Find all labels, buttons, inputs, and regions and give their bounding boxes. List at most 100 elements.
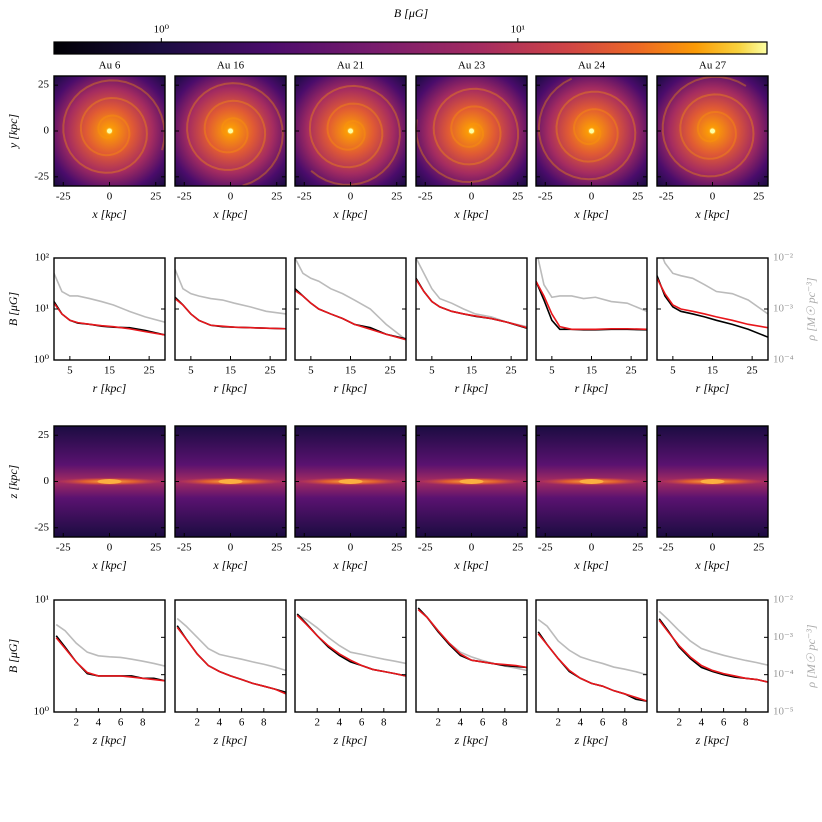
- profile-line: [658, 619, 768, 683]
- x-axis-label: x [kpc]: [694, 558, 730, 572]
- x-tick-label: 15: [586, 365, 598, 377]
- disc-core: [338, 479, 363, 484]
- x-axis-label: r [kpc]: [334, 381, 368, 395]
- x-tick-label: -25: [177, 542, 192, 554]
- galaxy-core: [228, 128, 233, 134]
- colorbar-label: B [μG]: [394, 6, 429, 20]
- colorbar-tick-label: 10¹: [511, 24, 525, 36]
- x-tick-label: 25: [265, 365, 277, 377]
- spiral-arm: [537, 77, 637, 181]
- profile-line: [536, 280, 647, 331]
- profile-line: [662, 258, 768, 315]
- profile-line: [176, 617, 286, 672]
- disc-core: [218, 479, 243, 484]
- y-axis-label: B [μG]: [6, 291, 20, 326]
- profile-line: [537, 633, 647, 702]
- x-tick-label: 0: [228, 191, 234, 203]
- x-tick-label: 2: [555, 717, 561, 729]
- profile-line: [54, 273, 165, 324]
- x-tick-label: -25: [538, 542, 553, 554]
- x-tick-label: 6: [721, 717, 727, 729]
- x-axis-label: x [kpc]: [212, 558, 248, 572]
- x-tick-label: 4: [337, 717, 343, 729]
- x-tick-label: 4: [458, 717, 464, 729]
- spiral-arm: [308, 84, 401, 186]
- x-tick-label: -25: [659, 542, 674, 554]
- x-tick-label: 25: [144, 365, 156, 377]
- profile-line: [657, 277, 768, 329]
- panel-title: Au 23: [458, 60, 486, 72]
- y-tick-label: 10⁰: [34, 354, 50, 366]
- colorbar: [53, 41, 768, 55]
- y2-axis-label: ρ [M☉ pc⁻³]: [804, 624, 818, 688]
- x-tick-label: -25: [56, 542, 71, 554]
- x-tick-label: 6: [118, 717, 124, 729]
- x-tick-label: 8: [622, 717, 628, 729]
- x-tick-label: 0: [228, 542, 234, 554]
- disc-core: [459, 479, 484, 484]
- x-tick-label: -25: [538, 191, 553, 203]
- x-tick-label: 25: [150, 191, 162, 203]
- x-tick-label: 0: [710, 542, 716, 554]
- x-tick-label: 5: [188, 365, 194, 377]
- profile-line: [537, 258, 647, 313]
- x-tick-label: 5: [549, 365, 555, 377]
- profile-line: [176, 626, 286, 695]
- profile-line: [658, 618, 768, 683]
- panel-frame: [535, 599, 648, 713]
- x-axis-label: r [kpc]: [93, 381, 127, 395]
- x-tick-label: 0: [469, 542, 475, 554]
- x-tick-label: 15: [466, 365, 478, 377]
- x-axis-label: x [kpc]: [332, 558, 368, 572]
- x-tick-label: 2: [435, 717, 441, 729]
- x-tick-label: 6: [480, 717, 486, 729]
- x-tick-label: 15: [707, 365, 719, 377]
- x-tick-label: 25: [271, 191, 283, 203]
- x-tick-label: 2: [676, 717, 682, 729]
- panel-frame: [415, 599, 528, 713]
- profile-line: [417, 607, 527, 669]
- galaxy-core: [589, 128, 594, 134]
- galaxy-core: [107, 128, 112, 134]
- profile-line: [175, 297, 286, 330]
- x-tick-label: 4: [217, 717, 223, 729]
- x-tick-label: 6: [359, 717, 365, 729]
- x-tick-label: 0: [348, 542, 354, 554]
- x-tick-label: 0: [107, 542, 113, 554]
- y-tick-label: 10⁰: [34, 706, 50, 718]
- profile-line: [295, 289, 406, 341]
- x-axis-label: r [kpc]: [696, 381, 730, 395]
- x-tick-label: -25: [297, 542, 312, 554]
- x-tick-label: 0: [469, 191, 475, 203]
- x-tick-label: 0: [589, 191, 595, 203]
- y-tick-label: 0: [44, 475, 50, 487]
- y-tick-label: 10¹: [35, 303, 49, 315]
- profile-line: [536, 280, 647, 331]
- x-tick-label: -25: [659, 191, 674, 203]
- x-axis-label: x [kpc]: [573, 558, 609, 572]
- spiral-arm: [414, 87, 519, 184]
- x-axis-label: r [kpc]: [575, 381, 609, 395]
- x-tick-label: 15: [345, 365, 357, 377]
- x-tick-label: 25: [753, 191, 765, 203]
- x-axis-label: x [kpc]: [453, 558, 489, 572]
- profile-line: [296, 613, 406, 677]
- disc-core: [579, 479, 604, 484]
- panel-title: Au 27: [699, 60, 727, 72]
- x-tick-label: -25: [418, 191, 433, 203]
- x-tick-label: 5: [670, 365, 676, 377]
- y-axis-label: B [μG]: [6, 638, 20, 673]
- profile-line: [295, 288, 406, 340]
- profile-line: [55, 637, 165, 682]
- profile-line: [295, 258, 406, 341]
- x-tick-label: 25: [753, 542, 765, 554]
- y2-tick-label: 10⁻²: [773, 594, 794, 606]
- x-tick-label: 15: [225, 365, 237, 377]
- x-tick-label: 25: [512, 542, 524, 554]
- galaxy-core: [348, 128, 353, 134]
- y-tick-label: 25: [38, 429, 50, 441]
- x-tick-label: 25: [747, 365, 759, 377]
- y-axis-label: y [kpc]: [6, 114, 20, 150]
- profile-line: [416, 278, 527, 329]
- disc-core: [97, 479, 122, 484]
